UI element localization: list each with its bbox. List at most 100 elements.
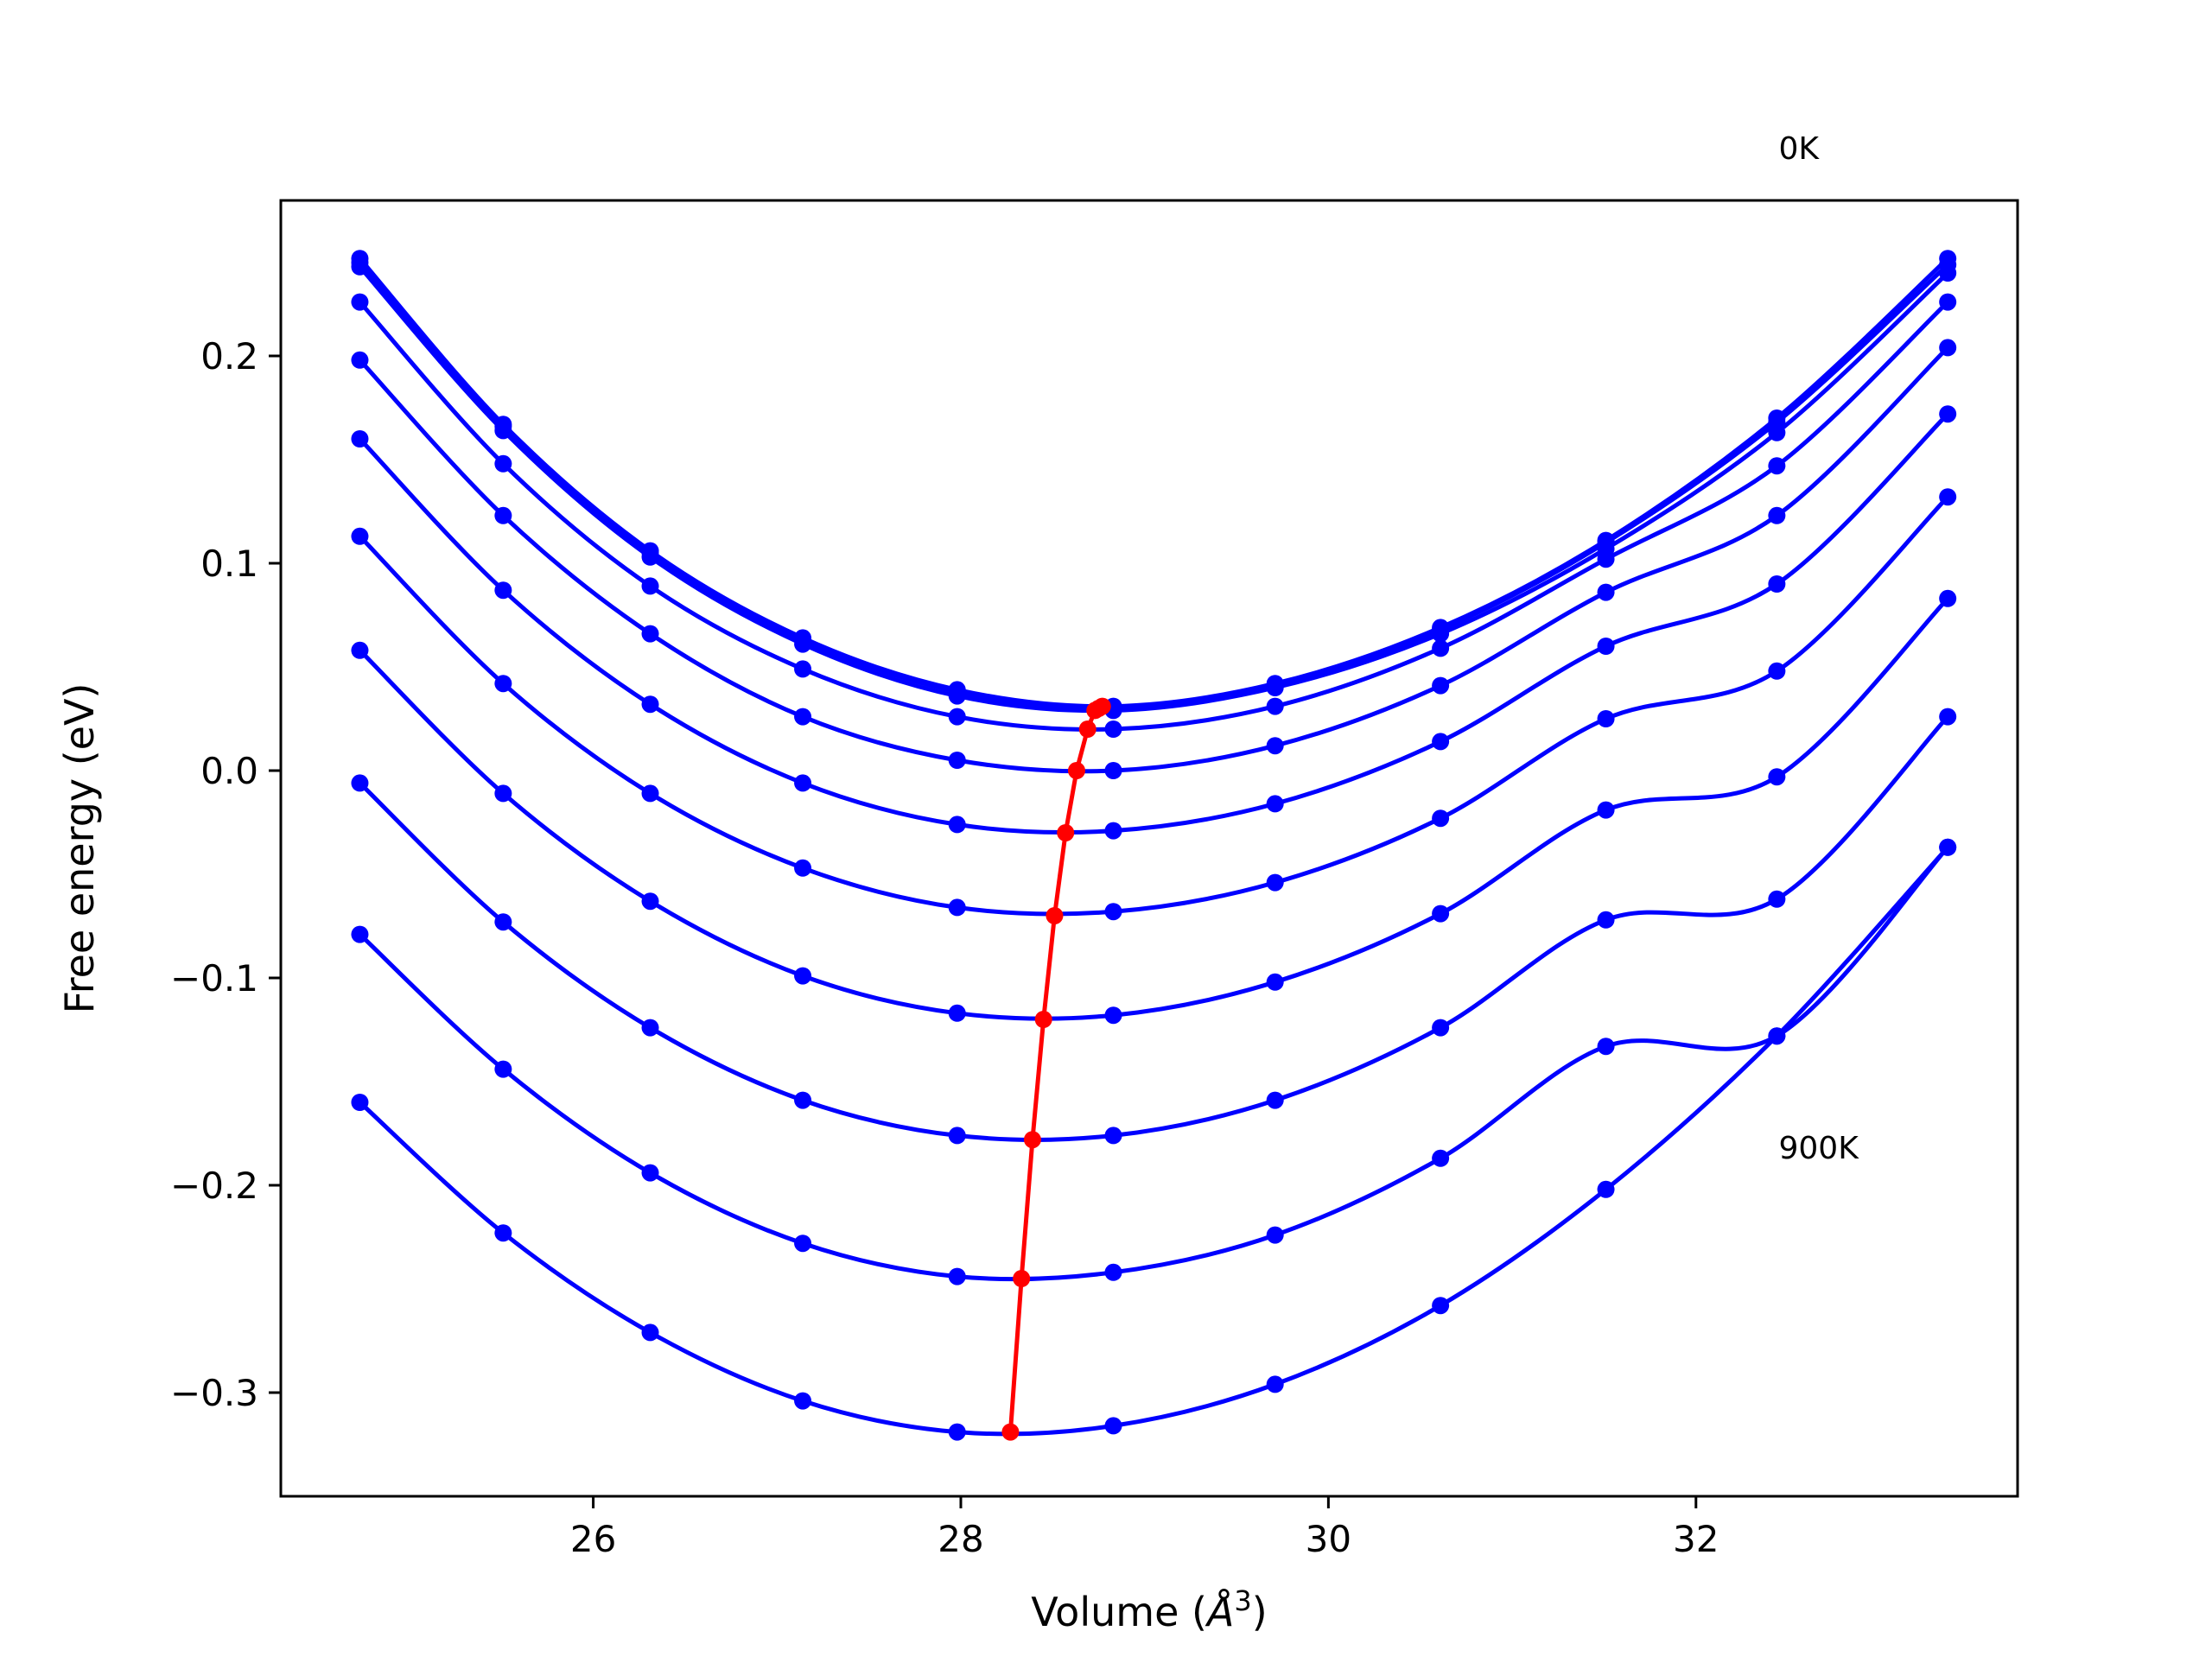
data-point — [641, 1164, 659, 1182]
data-point — [1768, 506, 1786, 524]
min-path-point — [1067, 762, 1085, 779]
series-line — [358, 846, 1950, 1437]
x-tick-label: 28 — [938, 1518, 983, 1560]
data-point — [1104, 903, 1122, 921]
data-point — [1266, 679, 1284, 696]
series-7 — [351, 589, 1957, 1025]
data-point — [1266, 737, 1284, 755]
data-point — [494, 506, 512, 524]
data-point — [1939, 589, 1957, 607]
min-path-point — [1023, 1131, 1041, 1149]
data-point — [1597, 550, 1615, 568]
data-point — [351, 257, 369, 276]
y-tick-label: −0.3 — [170, 1372, 258, 1414]
data-point — [351, 351, 369, 369]
y-tick-label: 0.2 — [200, 335, 258, 378]
series-2 — [351, 257, 1957, 720]
data-point — [1768, 575, 1786, 593]
data-point — [1432, 904, 1450, 923]
data-point — [1266, 873, 1284, 892]
data-point — [641, 892, 659, 911]
series-line — [358, 261, 1949, 711]
data-point — [948, 687, 966, 705]
series-line — [358, 846, 1950, 1282]
data-point — [494, 675, 512, 693]
series-1 — [351, 254, 1957, 717]
data-point — [641, 695, 659, 714]
data-point — [494, 1224, 512, 1242]
min-path-point — [1034, 1011, 1052, 1028]
data-point — [641, 1323, 659, 1342]
series-line — [358, 714, 1950, 1142]
data-point — [948, 816, 966, 834]
data-point — [1104, 1006, 1122, 1025]
data-point — [494, 913, 512, 931]
data-point — [641, 577, 659, 595]
data-point — [794, 1091, 812, 1109]
x-tick-label: 32 — [1673, 1518, 1719, 1560]
series-10 — [351, 838, 1957, 1441]
data-point — [1104, 1417, 1122, 1435]
annotations-layer: 0K 900K — [1778, 131, 1859, 1166]
data-point — [1597, 1038, 1615, 1056]
data-point — [1939, 264, 1957, 282]
data-point — [948, 898, 966, 917]
data-point — [1266, 1226, 1284, 1244]
data-point — [1939, 838, 1957, 856]
data-point — [1432, 676, 1450, 695]
x-tick-label: 26 — [570, 1518, 616, 1560]
y-tick-label: 0.1 — [200, 543, 258, 585]
x-axis-label-close: ) — [1252, 1589, 1268, 1635]
series-4 — [351, 339, 1957, 779]
y-tick-label: −0.1 — [170, 957, 258, 1000]
data-point — [1266, 697, 1284, 715]
data-point — [1266, 795, 1284, 813]
x-axis-label-text: Volume ( — [1031, 1589, 1207, 1635]
data-point — [1432, 639, 1450, 657]
data-point — [494, 454, 512, 473]
data-point — [1597, 1180, 1615, 1198]
data-point — [1432, 1019, 1450, 1037]
y-tick-label: 0.0 — [200, 750, 258, 792]
data-point — [1432, 1149, 1450, 1167]
x-axis-label: Volume (Å3) — [1031, 1584, 1267, 1635]
min-path-point — [1046, 907, 1064, 924]
data-point — [1597, 638, 1615, 655]
data-point — [641, 548, 659, 566]
data-point — [1939, 708, 1957, 726]
curves-layer — [351, 250, 1957, 1441]
data-point — [1768, 457, 1786, 475]
data-point — [351, 527, 369, 545]
data-point — [1266, 973, 1284, 991]
data-point — [1266, 1091, 1284, 1109]
data-point — [1939, 293, 1957, 311]
data-point — [1104, 762, 1122, 779]
data-point — [1768, 768, 1786, 786]
temperature-annotation: 900K — [1778, 1131, 1859, 1166]
data-point — [794, 635, 812, 653]
data-point — [794, 660, 812, 678]
min-path-point — [1001, 1423, 1020, 1441]
data-point — [641, 625, 659, 643]
data-point — [1104, 1127, 1122, 1145]
min-path-point — [1078, 720, 1096, 738]
data-point — [351, 430, 369, 447]
data-point — [1939, 488, 1957, 506]
data-point — [351, 1094, 369, 1111]
data-point — [351, 925, 369, 943]
data-point — [494, 422, 512, 440]
data-point — [494, 784, 512, 803]
data-point — [1768, 662, 1786, 680]
data-point — [794, 1392, 812, 1410]
data-point — [1432, 733, 1450, 751]
min-path-point — [1086, 701, 1104, 720]
data-point — [494, 581, 512, 600]
x-tick-label: 30 — [1306, 1518, 1351, 1560]
min-path-layer — [1001, 697, 1111, 1441]
data-point — [1768, 423, 1786, 441]
data-point — [948, 1267, 966, 1285]
data-point — [1104, 822, 1122, 840]
data-point — [1939, 405, 1957, 423]
